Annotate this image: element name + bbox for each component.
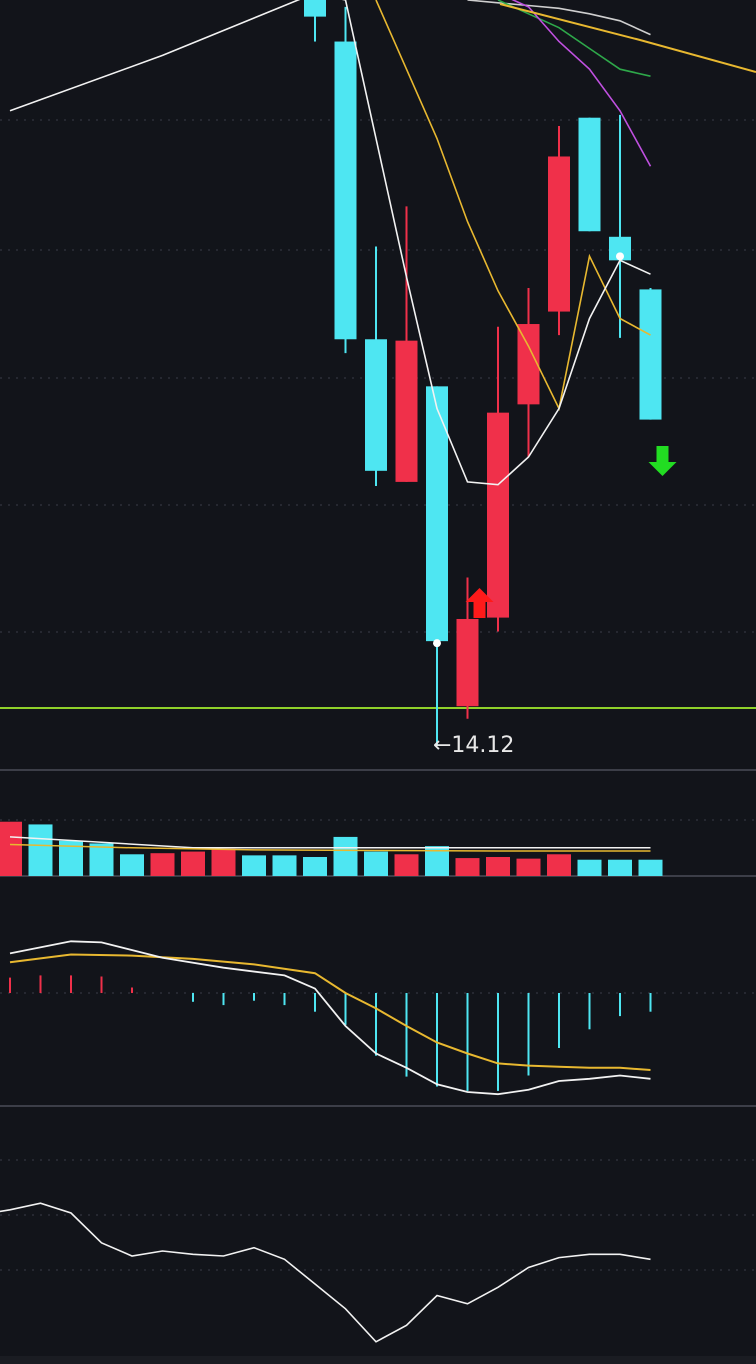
volume-bar-16 — [455, 858, 480, 876]
oscillator-panel — [0, 1202, 756, 1364]
candle-body-1 — [304, 0, 326, 17]
price-panel — [0, 0, 756, 745]
volume-bar-21 — [608, 859, 632, 876]
volume-bar-5 — [120, 854, 144, 876]
ma-marker-dot — [616, 252, 624, 261]
volume-bar-20 — [577, 859, 602, 876]
candle-body-4 — [395, 340, 418, 482]
ma60-line — [467, 0, 651, 36]
volume-bar-2 — [28, 824, 53, 876]
ma10-line — [375, 0, 651, 411]
ma30-line — [497, 0, 651, 77]
volume-bar-7 — [181, 851, 205, 876]
dif-line — [9, 940, 651, 1096]
candle-body-6 — [456, 618, 479, 707]
candle-body-3 — [365, 339, 387, 471]
volume-bar-17 — [486, 857, 510, 876]
dea-line — [9, 953, 651, 1071]
buy-signal-arrow — [465, 588, 494, 618]
volume-ma-line-1 — [9, 836, 651, 849]
candle-body-2 — [334, 41, 357, 340]
volume-bar-11 — [303, 857, 327, 876]
volume-bar-4 — [89, 843, 114, 876]
volume-bar-14 — [394, 854, 419, 876]
candle-body-9 — [548, 156, 570, 312]
ma5-line — [9, 0, 651, 486]
volume-bar-10 — [272, 855, 297, 876]
volume-panel — [0, 821, 663, 876]
candle-body-8 — [517, 324, 540, 405]
candle-body-12 — [639, 289, 662, 420]
candle-body-11 — [609, 236, 631, 261]
candle-body-5 — [426, 386, 448, 642]
oscillator-line — [0, 1202, 651, 1343]
time-axis-strip — [0, 1356, 756, 1364]
low-marker-dot — [433, 639, 441, 648]
ma20-line — [511, 0, 652, 167]
volume-bar-6 — [150, 853, 175, 876]
volume-ma-line-2 — [9, 843, 651, 852]
sell-signal-arrow — [648, 446, 677, 476]
candle-body-7 — [487, 412, 509, 618]
volume-bar-13 — [364, 851, 388, 876]
volume-bar-22 — [638, 859, 663, 876]
volume-bar-19 — [547, 854, 571, 876]
volume-bar-18 — [516, 858, 541, 876]
macd-panel — [9, 940, 652, 1096]
volume-bar-9 — [242, 855, 266, 876]
volume-bar-12 — [333, 836, 358, 876]
low-price-label: ←14.12 — [433, 733, 514, 758]
ma120-line — [499, 3, 756, 73]
volume-bar-8 — [211, 848, 236, 876]
candle-body-10 — [578, 117, 601, 232]
volume-bar-1 — [0, 821, 22, 876]
